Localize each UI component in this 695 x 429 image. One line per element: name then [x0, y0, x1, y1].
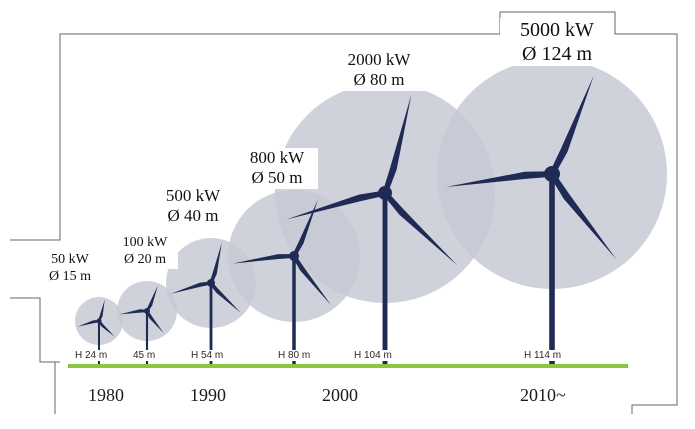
timeline-year: 1980	[88, 385, 124, 405]
hub-height-label: H 114 m	[523, 350, 563, 361]
rating-label-2000kw: 2000 kW Ø 80 m	[330, 50, 428, 91]
turbines	[77, 75, 617, 364]
turbine-blade	[549, 75, 594, 176]
turbine-blade	[119, 309, 148, 315]
rating-label-50kw: 50 kW Ø 15 m	[38, 252, 102, 286]
timeline-year: 1990	[190, 385, 226, 405]
turbine-blade	[292, 199, 318, 257]
turbine	[77, 299, 115, 364]
turbine-blade	[445, 171, 553, 188]
left-bracket-outline	[10, 297, 56, 414]
diameter-text: Ø 50 m	[251, 168, 303, 188]
turbine-hub	[96, 318, 102, 324]
hub-height-label: H 24 m	[74, 350, 109, 361]
turbine-hub	[544, 166, 560, 182]
turbine	[445, 75, 617, 364]
turbine-blade	[209, 281, 241, 313]
timeline-year: 2000	[322, 385, 358, 405]
turbine	[286, 94, 458, 364]
turbine	[119, 285, 164, 364]
turbine-blade	[170, 281, 212, 294]
diameter-text: Ø 80 m	[353, 70, 405, 90]
turbine-tower	[209, 283, 213, 364]
turbine-tower	[98, 321, 100, 364]
power-text: 800 kW	[249, 148, 305, 167]
rating-label-800kw: 800 kW Ø 50 m	[236, 148, 318, 189]
diameter-text: Ø 40 m	[167, 206, 219, 226]
turbine-hub	[144, 308, 150, 314]
rating-label-500kw: 500 kW Ø 40 m	[155, 186, 231, 227]
timeline-year: 2010~	[520, 385, 566, 405]
rating-label-100kw: 100 kW Ø 20 m	[112, 235, 178, 269]
rating-label-5000kw: 5000 kW Ø 124 m	[500, 18, 614, 66]
power-text: 5000 kW	[520, 19, 594, 41]
turbine-blade	[233, 254, 295, 264]
turbine-blade	[286, 190, 386, 220]
hub-height-label: H 80 m	[277, 350, 312, 361]
diameter-text: Ø 15 m	[49, 268, 91, 284]
turbine-tower	[292, 256, 296, 364]
turbine-tower	[549, 174, 555, 364]
turbine-blade	[549, 172, 617, 260]
diameter-text: Ø 20 m	[124, 251, 166, 267]
hub-height-label: H 54 m	[190, 350, 225, 361]
turbine-hub	[207, 279, 215, 287]
turbine-blade	[145, 285, 158, 312]
turbine	[233, 199, 331, 364]
power-text: 50 kW	[51, 252, 89, 267]
hub-height-label: H 104 m	[353, 350, 393, 361]
power-text: 500 kW	[165, 186, 221, 205]
power-text: 2000 kW	[347, 50, 411, 69]
power-text: 100 kW	[122, 235, 168, 250]
turbine-blade	[382, 94, 412, 194]
turbine-tower	[145, 311, 149, 364]
turbine-blade	[77, 319, 100, 327]
diameter-text: Ø 124 m	[522, 43, 592, 65]
turbine-blade	[145, 310, 164, 334]
hub-height-label: 45 m	[132, 350, 157, 361]
turbine-hub	[378, 186, 392, 200]
turbine-blade	[292, 254, 331, 306]
turbine-hub	[289, 251, 299, 261]
turbine	[170, 242, 241, 364]
turbine-tower	[382, 193, 388, 364]
staircase-outline	[10, 11, 678, 414]
turbine-blade	[98, 320, 115, 337]
turbine-blade	[383, 191, 458, 266]
